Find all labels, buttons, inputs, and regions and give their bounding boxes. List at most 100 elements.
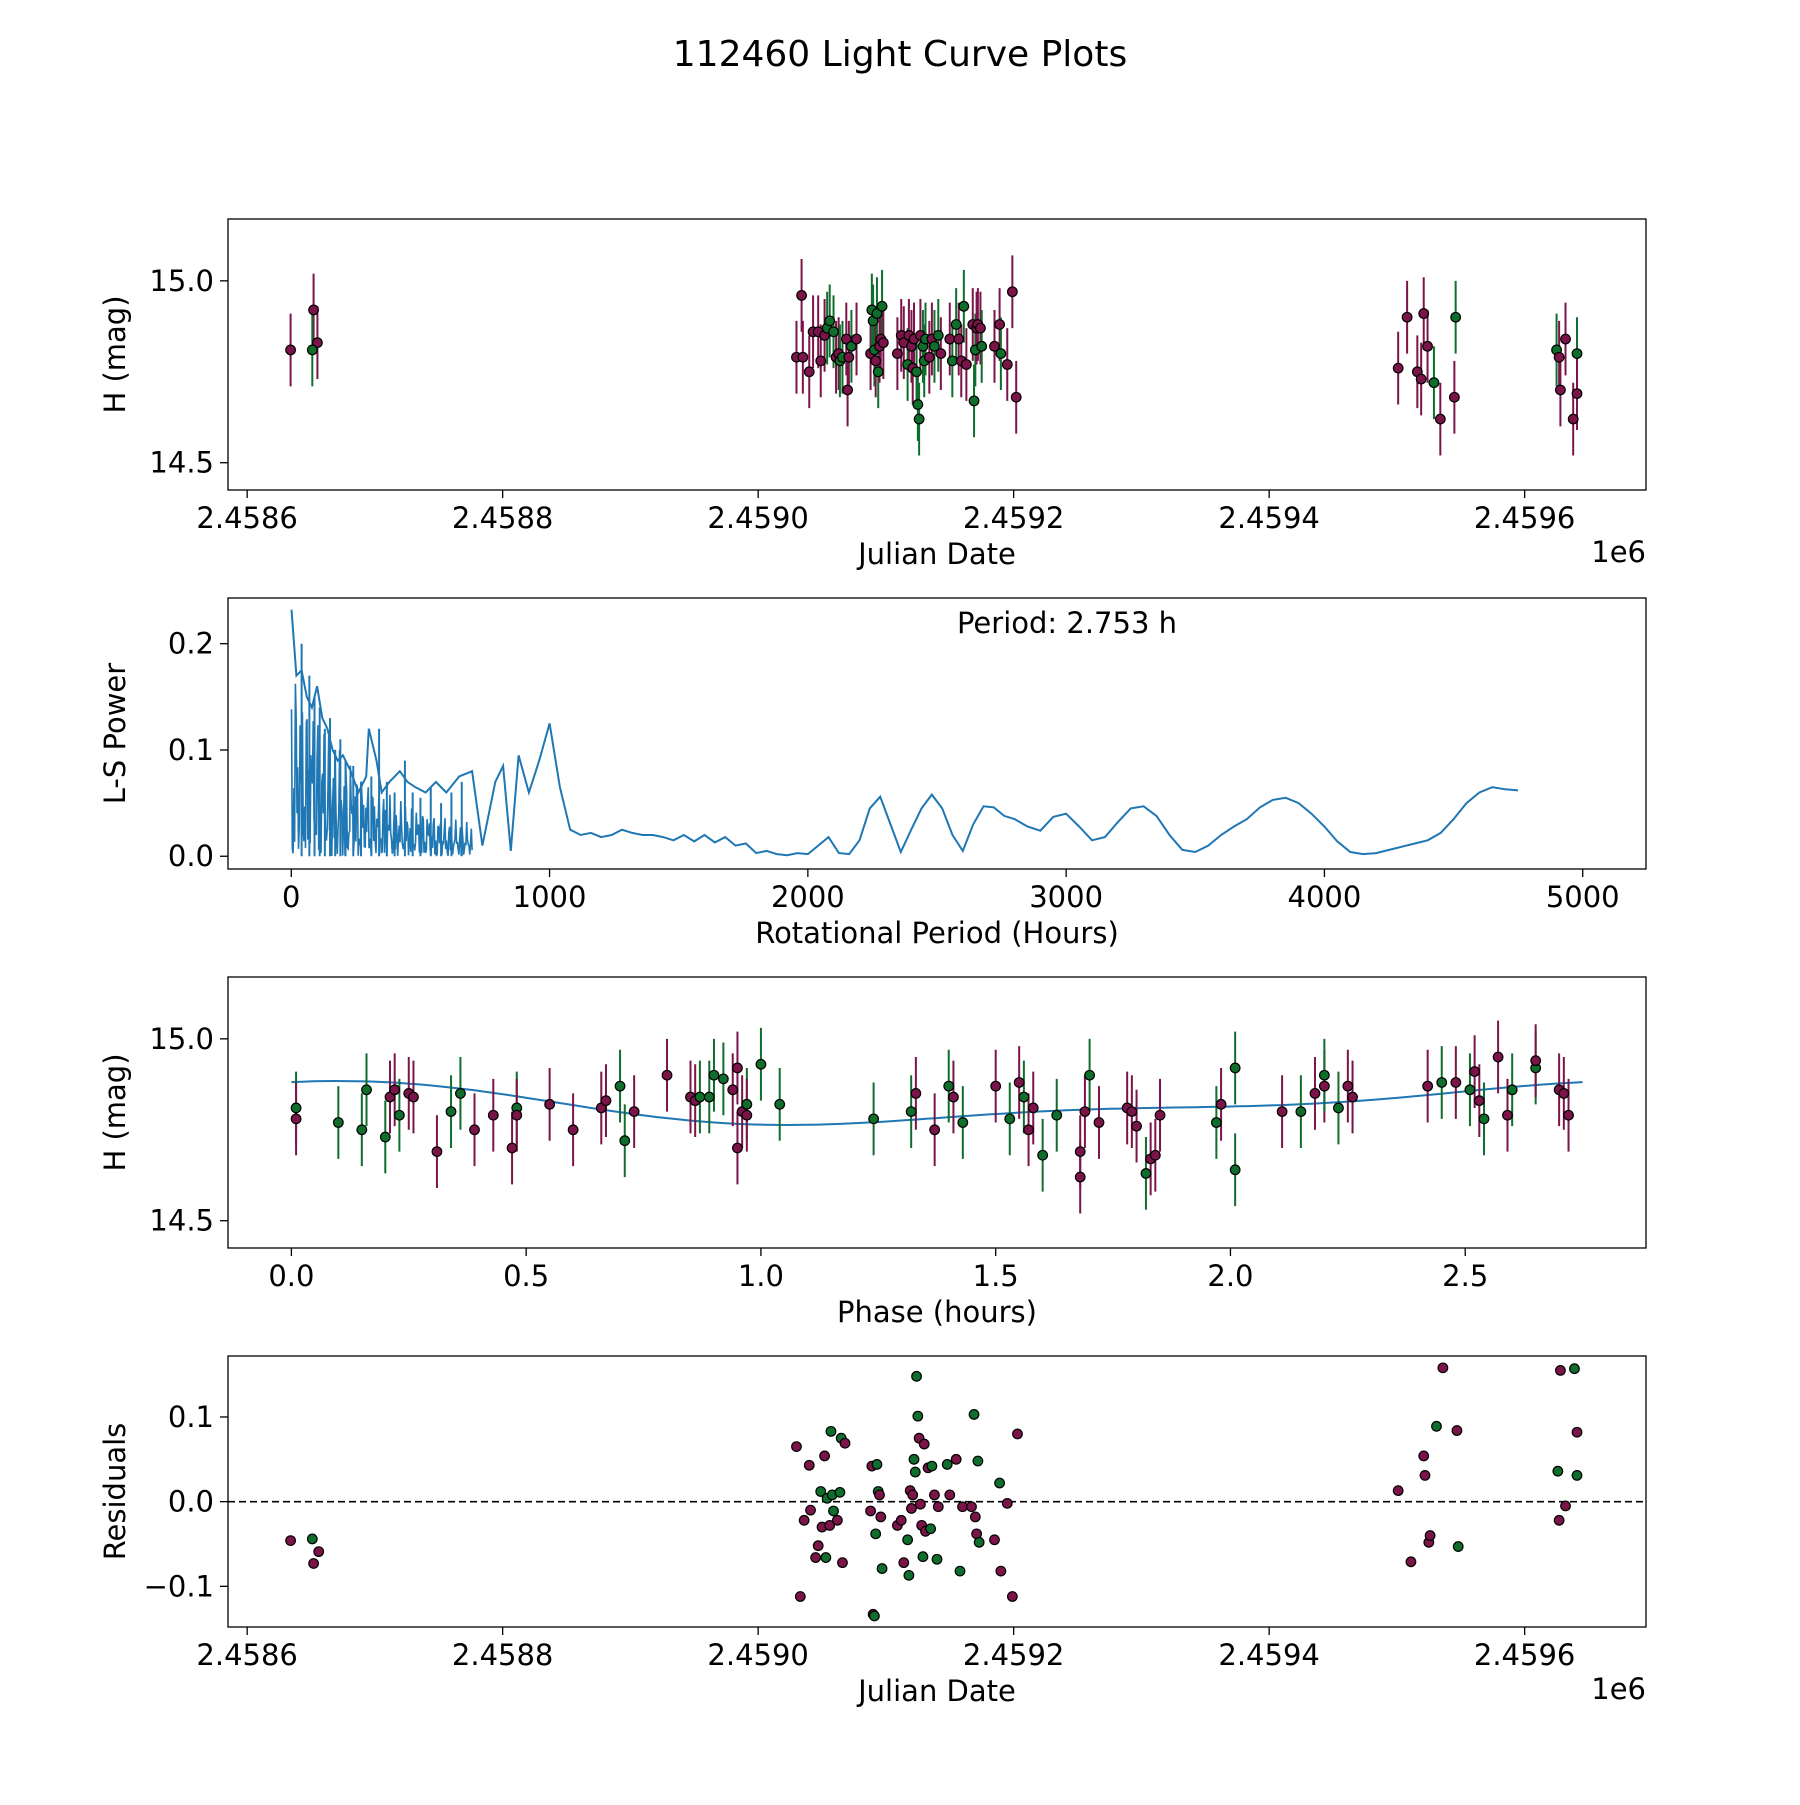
data-point (306, 1533, 318, 1545)
data-point (1452, 1541, 1464, 1552)
x-tick-label: 2.4594 (1218, 501, 1319, 535)
fit-curve (291, 1079, 1583, 1127)
data-point (308, 304, 319, 316)
data-point (798, 1514, 810, 1526)
data-point (732, 1062, 743, 1074)
data-point (1530, 1055, 1542, 1067)
data-point (929, 1124, 941, 1136)
y-tick-label: 0.0 (168, 1485, 214, 1519)
data-point (1023, 1124, 1034, 1136)
data-point (1560, 333, 1571, 345)
panels: 2.4586 2.4588 2.4590 2.4592 2.4594 2.4596 14.5… (98, 218, 1647, 1708)
data-point (614, 1080, 626, 1092)
data-point (948, 1091, 959, 1103)
data-point (1437, 1362, 1449, 1374)
data-point (868, 1113, 880, 1125)
data-point (1563, 1109, 1574, 1121)
x-axis-label: Julian Date (856, 537, 1016, 571)
data-point (828, 1505, 839, 1517)
data-point (994, 1477, 1005, 1489)
data-point (1229, 1062, 1241, 1074)
data-point (972, 1455, 984, 1467)
data-point (285, 1535, 296, 1547)
data-point (944, 333, 956, 345)
data-point (455, 1088, 466, 1099)
data-point (906, 1503, 917, 1514)
data-point (1451, 1425, 1463, 1436)
data-point (1478, 1113, 1490, 1125)
plot-area (285, 255, 1583, 456)
data-point (1431, 1420, 1442, 1432)
data-point (1012, 1428, 1023, 1440)
data-point (1027, 1102, 1039, 1114)
x-tick-label: 2.4588 (452, 1638, 553, 1672)
data-point (840, 333, 852, 345)
x-tick-label: 2.4586 (196, 1638, 297, 1672)
data-point (871, 308, 883, 319)
data-point (912, 1410, 924, 1422)
data-point (1276, 1106, 1288, 1117)
data-point (1392, 1485, 1404, 1497)
data-point (839, 1437, 851, 1449)
data-point (1004, 1113, 1016, 1125)
data-point (875, 1511, 887, 1523)
y-axis-label: H (mag) (98, 1053, 132, 1171)
data-point (912, 399, 924, 410)
x-tick-label: 0.0 (268, 1259, 314, 1293)
x-tick-label: 2.4592 (963, 501, 1064, 535)
data-point (379, 1131, 391, 1143)
data-point (1084, 1069, 1095, 1081)
data-point (1552, 1465, 1564, 1477)
data-point (1318, 1069, 1330, 1081)
data-point (941, 1458, 953, 1470)
figure-title: 112460 Light Curve Plots (673, 34, 1127, 75)
data-point (1229, 1164, 1241, 1176)
data-point (872, 366, 884, 378)
data-point (1131, 1120, 1142, 1132)
data-point (312, 337, 323, 349)
data-point (1342, 1080, 1354, 1092)
data-point (1450, 311, 1462, 323)
data-point (727, 1084, 739, 1096)
data-point (803, 366, 815, 378)
data-point (975, 322, 986, 334)
plot-area (290, 1020, 1583, 1214)
data-point (306, 344, 318, 356)
data-point (820, 1552, 832, 1563)
data-point (810, 1552, 822, 1563)
data-point (932, 330, 944, 341)
x-offset-label: 1e6 (1591, 1672, 1646, 1706)
data-point (957, 1117, 969, 1128)
data-point (796, 289, 807, 301)
data-point (1010, 391, 1022, 403)
data-point (908, 1453, 920, 1465)
y-tick-label: 15.0 (149, 1022, 214, 1056)
data-point (1318, 1080, 1330, 1092)
data-point (929, 1489, 940, 1501)
data-point (929, 340, 940, 352)
x-tick-label: 1000 (513, 880, 587, 914)
chart-ls: 0 1000 2000 3000 4000 5000 0.0 0.1 0.2 Rotational… (98, 597, 1647, 950)
data-point (931, 1553, 943, 1565)
data-point (905, 1106, 917, 1117)
data-point (1001, 1497, 1013, 1509)
data-point (741, 1098, 753, 1110)
period-annotation: Period: 2.753 h (957, 606, 1177, 640)
data-point (313, 1546, 325, 1558)
data-point (1469, 1066, 1481, 1077)
data-point (1418, 1450, 1430, 1462)
axes-frame (227, 976, 1647, 1249)
data-point (1436, 1077, 1448, 1088)
data-point (1571, 1426, 1583, 1438)
data-point (957, 1501, 968, 1513)
data-point (950, 1453, 962, 1465)
data-point (487, 1109, 499, 1121)
data-point (994, 319, 1005, 330)
data-point (815, 1486, 827, 1497)
data-point (1051, 1109, 1063, 1121)
chart-phase: 0.0 0.5 1.0 1.5 2.0 2.5 14.5 15.0 Phase (hours) H… (98, 976, 1647, 1329)
data-point (954, 1565, 966, 1577)
data-point (902, 1534, 914, 1546)
data-point (969, 1511, 981, 1523)
data-point (960, 359, 972, 370)
